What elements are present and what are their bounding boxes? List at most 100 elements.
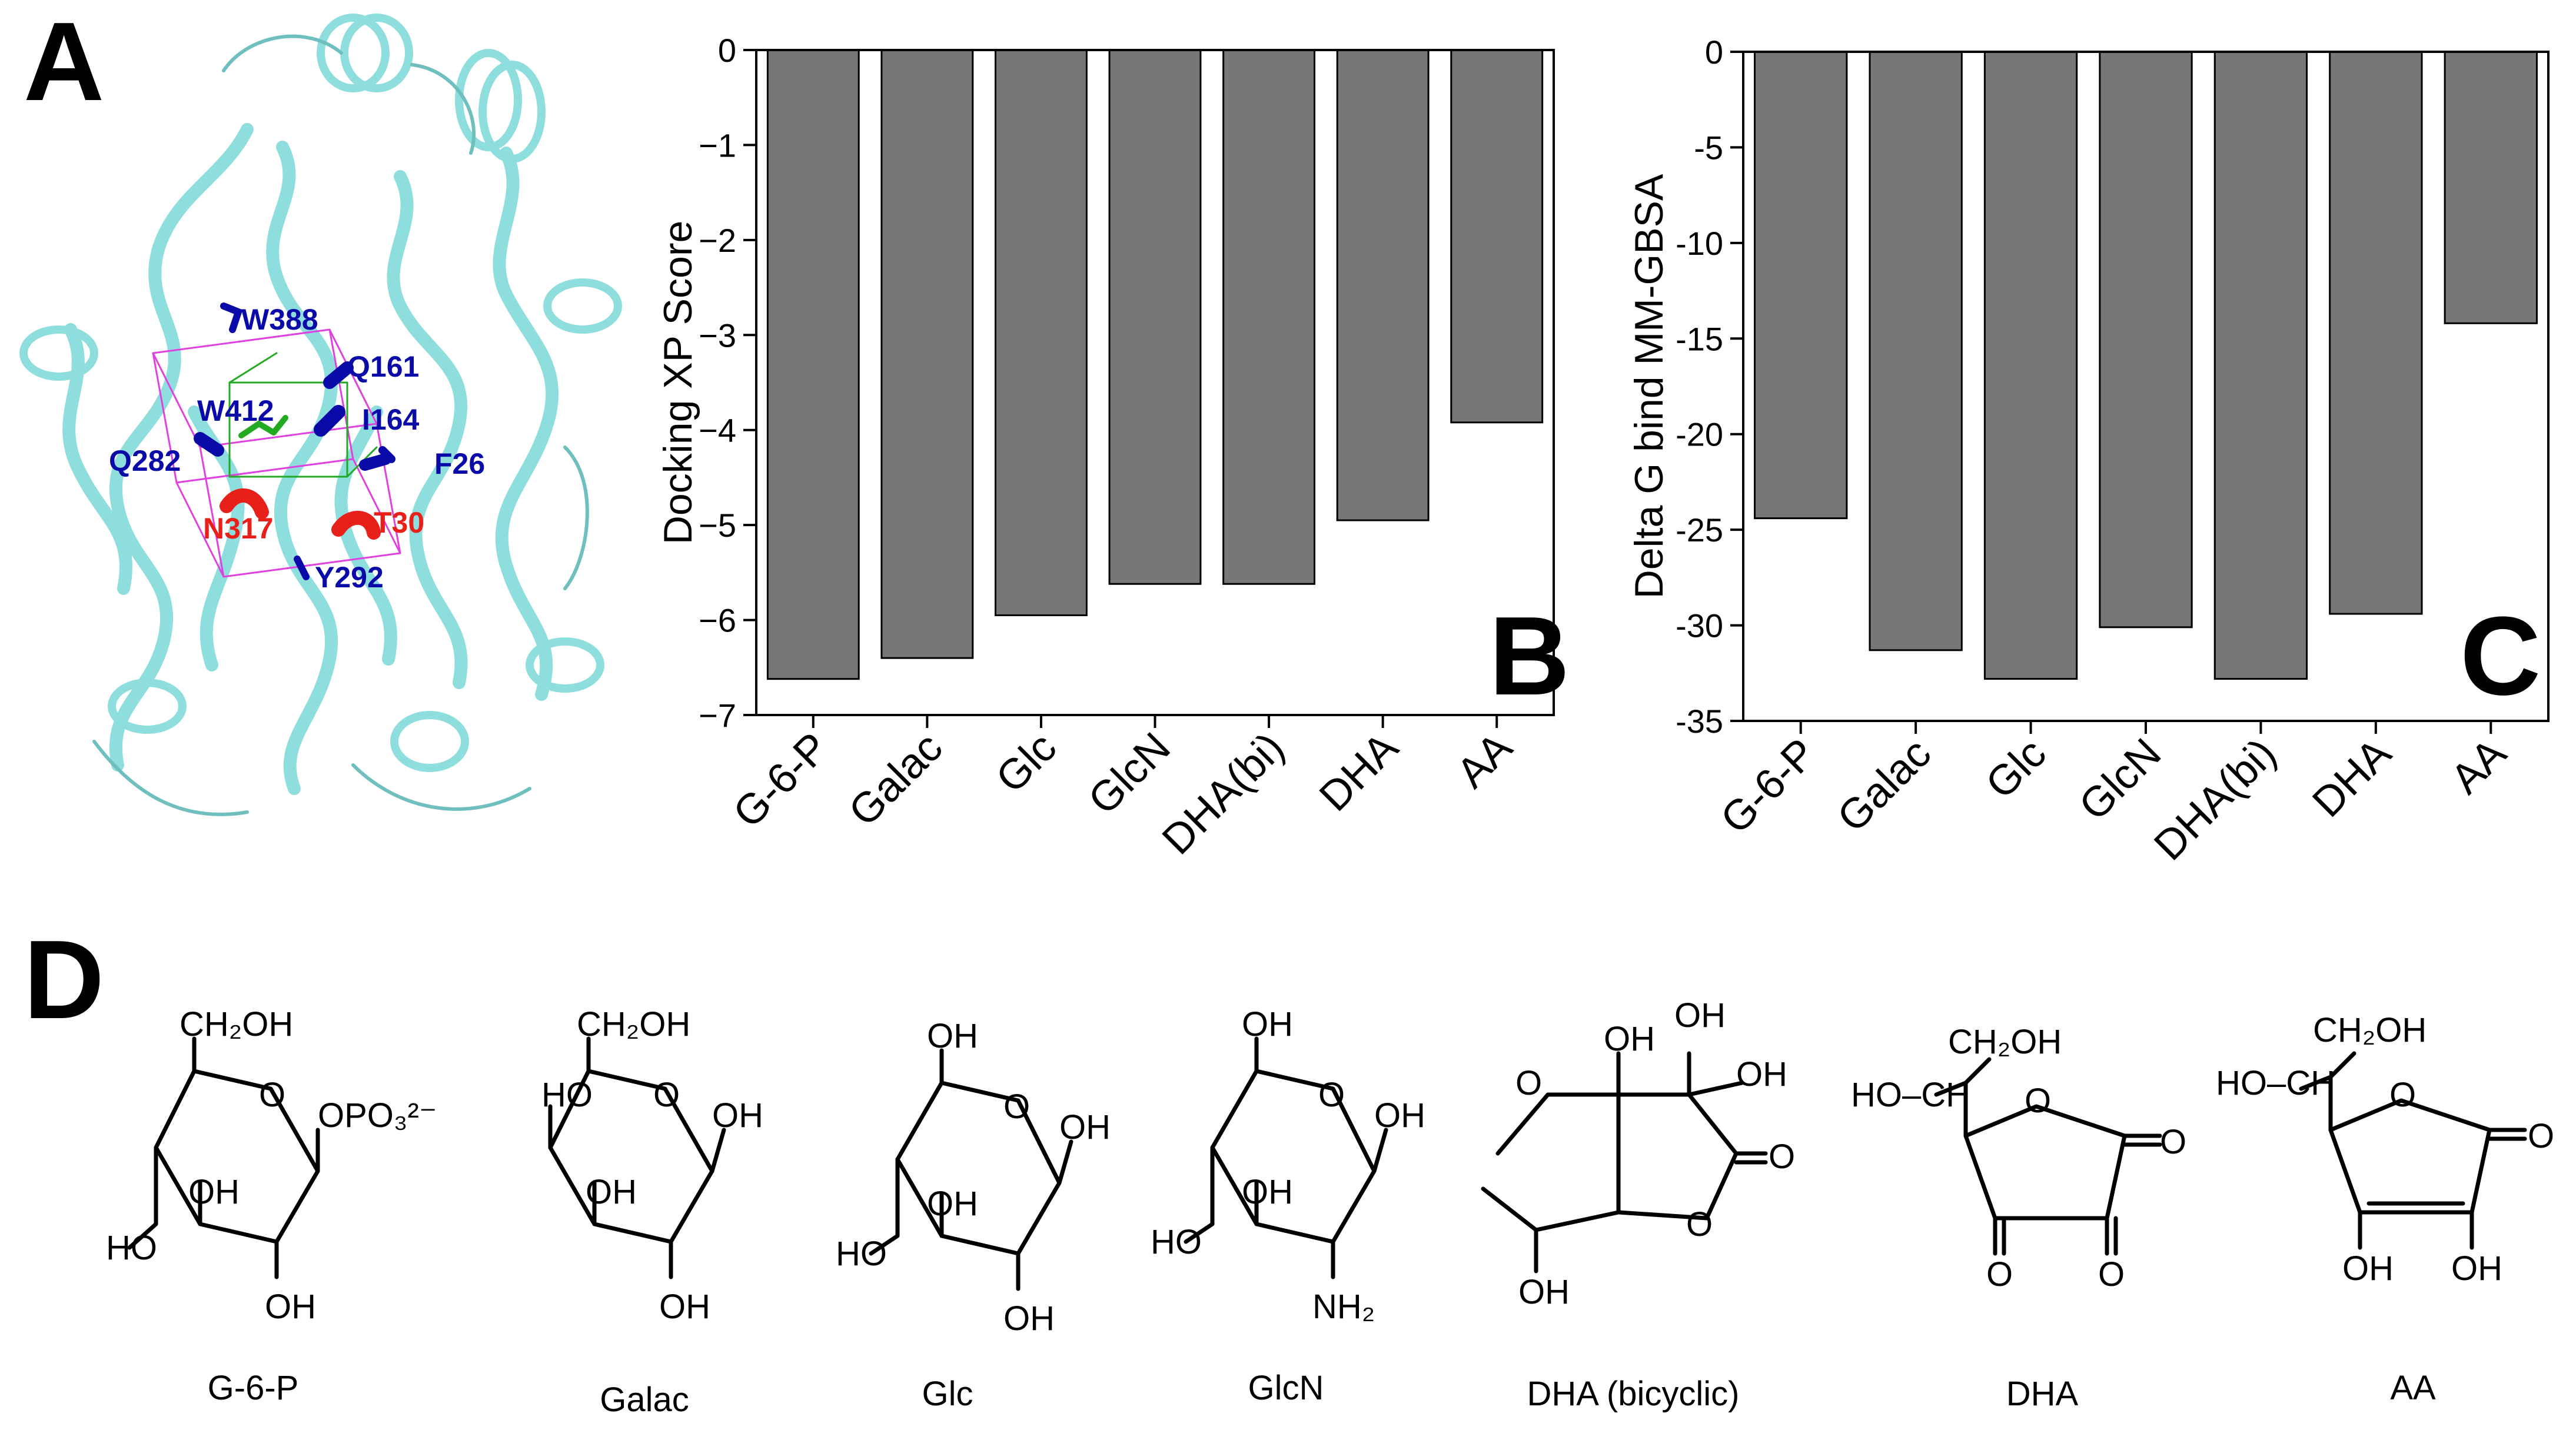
- x-tick-label: AA: [1448, 724, 1521, 797]
- atom-label: O: [1986, 1255, 2013, 1294]
- atom-label: CH₂OH: [577, 1005, 690, 1043]
- bar: [2444, 51, 2538, 324]
- y-tick-label: -10: [1676, 225, 1723, 262]
- y-tick-label: −4: [699, 412, 736, 449]
- x-tick-label: DHA(bi): [1154, 724, 1294, 864]
- atom-label: OH: [1604, 1020, 1655, 1058]
- atom-label: O: [2098, 1255, 2125, 1294]
- atom-label: HO–CH: [2216, 1064, 2335, 1102]
- x-tick-label: Galac: [1829, 730, 1940, 842]
- chemical-structures: CH₂OH O OPO₃²⁻ OH HO OH CH₂OH O HO OH OH…: [106, 996, 2554, 1338]
- atom-label: OH: [1242, 1173, 1293, 1211]
- atom-label: HO: [541, 1076, 593, 1114]
- atom-label: O: [259, 1076, 285, 1114]
- atom-label: OH: [1736, 1055, 1787, 1093]
- molecule-label: GlcN: [1248, 1369, 1324, 1407]
- x-tick-label: Glc: [1977, 730, 2055, 808]
- bar: [2329, 51, 2423, 615]
- x-tick-label: Glc: [987, 724, 1065, 802]
- atom-label: OH: [1242, 1005, 1293, 1043]
- y-tick-label: -20: [1676, 416, 1723, 453]
- y-tick-label: −6: [699, 602, 736, 639]
- atom-label: O: [1769, 1138, 1795, 1176]
- bar: [1754, 51, 1848, 520]
- atom-label: O: [653, 1076, 680, 1114]
- structure-glc: [869, 1048, 1073, 1291]
- atom-label: CH₂OH: [1948, 1023, 2062, 1061]
- atom-label: CH₂OH: [2313, 1011, 2427, 1049]
- protein-helices: [19, 14, 622, 772]
- panel-label-a: A: [24, 0, 105, 124]
- bar: [766, 49, 860, 680]
- y-tick-label: -25: [1676, 511, 1723, 548]
- atom-label: NH₂: [1312, 1288, 1375, 1326]
- atom-label: HO: [106, 1229, 157, 1267]
- molecule-label: DHA: [2006, 1375, 2079, 1413]
- x-tick-label: GlcN: [1079, 724, 1179, 824]
- residue-label: Q282: [109, 444, 181, 477]
- atom-label: OH: [659, 1288, 710, 1326]
- bar: [2213, 51, 2308, 680]
- structure-galac: [548, 1036, 726, 1279]
- x-tick-label: DHA: [2304, 730, 2400, 826]
- y-tick-label: -30: [1676, 607, 1723, 644]
- bar: [880, 49, 974, 659]
- molecule-label: AA: [2390, 1369, 2436, 1407]
- structure-aa: [2299, 1051, 2527, 1250]
- residue-labels: W388 Q161 W412 I164 Q282 F26 Y292 N317 T…: [109, 303, 485, 594]
- y-tick-label: −7: [699, 697, 736, 734]
- panel-label-d: D: [24, 917, 105, 1042]
- y-tick-label: −5: [699, 507, 736, 544]
- atom-label: OH: [927, 1185, 978, 1223]
- residue-label: I164: [362, 403, 420, 436]
- atom-label: O: [2389, 1076, 2416, 1114]
- atom-label: O: [1686, 1205, 1713, 1244]
- atom-label: OH: [2342, 1249, 2394, 1288]
- atom-label: OH: [1059, 1108, 1111, 1146]
- bar: [1222, 49, 1316, 585]
- atom-label: OH: [1374, 1096, 1425, 1135]
- bar: [995, 49, 1088, 616]
- molecule-label: G-6-P: [207, 1369, 299, 1407]
- bar: [2099, 51, 2193, 629]
- atom-label: HO–CH: [1851, 1076, 1970, 1114]
- atom-label: OH: [1674, 996, 1726, 1035]
- atom-label: OH: [712, 1096, 763, 1135]
- atom-label: O: [1003, 1088, 1030, 1126]
- binding-residues: [194, 302, 395, 580]
- y-tick-label: 0: [718, 32, 736, 69]
- bar: [1336, 49, 1430, 521]
- y-tick-label: 0: [1705, 34, 1723, 71]
- panel-label-c: C: [2460, 594, 2541, 719]
- y-axis-label: Docking XP Score: [656, 221, 700, 545]
- residue-label: T30: [374, 506, 424, 539]
- y-tick-label: −3: [699, 317, 736, 354]
- structure-dha-bicyclic: [1481, 1051, 1768, 1274]
- x-tick-label: GlcN: [2070, 730, 2171, 830]
- x-tick-label: DHA: [1311, 724, 1407, 820]
- y-tick-label: −2: [699, 222, 736, 259]
- atom-label: O: [2160, 1123, 2186, 1161]
- protein-structure-illustration: W388 Q161 W412 I164 Q282 F26 Y292 N317 T…: [19, 14, 622, 816]
- atom-label: O: [2528, 1117, 2554, 1155]
- bar: [1450, 49, 1544, 424]
- atom-label: OH: [1003, 1299, 1055, 1338]
- residue-label: F26: [434, 447, 485, 480]
- x-tick-label: DHA(bi): [2145, 730, 2285, 870]
- residue-label: W412: [197, 394, 274, 427]
- molecule-label: DHA (bicyclic): [1527, 1375, 1740, 1413]
- atom-label: O: [1515, 1064, 1542, 1102]
- structure-dha: [1934, 1057, 2162, 1256]
- y-tick-label: -5: [1694, 129, 1723, 166]
- panel-label-b: B: [1489, 594, 1570, 719]
- x-tick-label: G-6-P: [1712, 730, 1825, 843]
- atom-label: OPO₃²⁻: [318, 1096, 437, 1135]
- atom-label: OH: [265, 1288, 316, 1326]
- bar: [1108, 49, 1202, 585]
- ligand: [238, 415, 288, 438]
- atom-label: OH: [1518, 1273, 1570, 1311]
- y-tick-label: -15: [1676, 320, 1723, 357]
- structure-glcn: [1184, 1036, 1388, 1279]
- y-tick-label: −1: [699, 127, 736, 164]
